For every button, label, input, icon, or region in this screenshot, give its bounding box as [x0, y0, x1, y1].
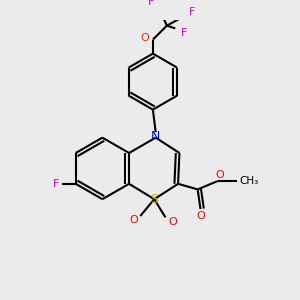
Text: O: O: [168, 217, 177, 226]
Text: F: F: [181, 28, 187, 38]
Text: F: F: [189, 7, 195, 16]
Text: F: F: [148, 0, 155, 7]
Text: O: O: [129, 215, 138, 225]
Text: O: O: [216, 170, 224, 180]
Text: F: F: [53, 179, 59, 189]
Text: O: O: [196, 211, 205, 221]
Text: S: S: [150, 193, 158, 206]
Text: CH₃: CH₃: [239, 176, 258, 186]
Text: N: N: [151, 130, 160, 143]
Text: O: O: [140, 33, 149, 43]
